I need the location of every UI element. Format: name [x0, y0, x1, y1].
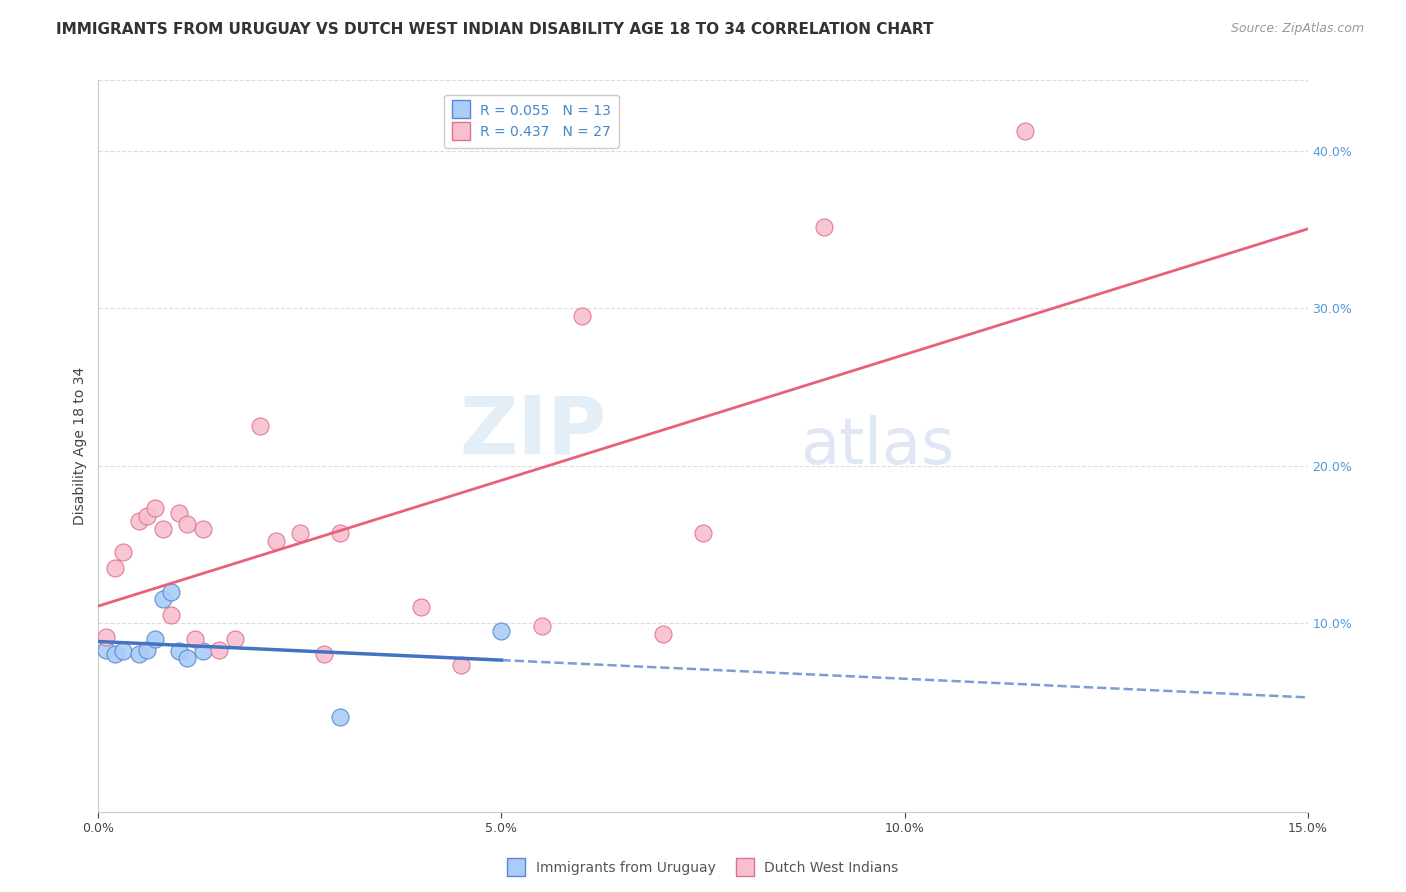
- Point: [184, 632, 207, 646]
- Point: [96, 642, 118, 657]
- Point: [314, 648, 336, 662]
- Point: [128, 648, 150, 662]
- Point: [96, 630, 118, 644]
- Point: [193, 644, 215, 658]
- Point: [409, 600, 432, 615]
- Point: [450, 658, 472, 673]
- Point: [111, 545, 134, 559]
- Point: [224, 632, 246, 646]
- Point: [288, 526, 311, 541]
- Legend: R = 0.055   N = 13, R = 0.437   N = 27: R = 0.055 N = 13, R = 0.437 N = 27: [444, 95, 619, 148]
- Point: [1014, 123, 1036, 137]
- Point: [160, 608, 183, 623]
- Text: ZIP: ZIP: [458, 392, 606, 470]
- Point: [249, 419, 271, 434]
- Point: [571, 310, 593, 324]
- Point: [692, 526, 714, 541]
- Y-axis label: Disability Age 18 to 34: Disability Age 18 to 34: [73, 367, 87, 525]
- Point: [135, 642, 157, 657]
- Point: [329, 526, 352, 541]
- Legend: Immigrants from Uruguay, Dutch West Indians: Immigrants from Uruguay, Dutch West Indi…: [502, 855, 904, 880]
- Point: [152, 522, 174, 536]
- Point: [152, 592, 174, 607]
- Point: [167, 506, 190, 520]
- Point: [135, 508, 157, 523]
- Point: [160, 584, 183, 599]
- Point: [208, 642, 231, 657]
- Point: [264, 534, 287, 549]
- Text: IMMIGRANTS FROM URUGUAY VS DUTCH WEST INDIAN DISABILITY AGE 18 TO 34 CORRELATION: IMMIGRANTS FROM URUGUAY VS DUTCH WEST IN…: [56, 22, 934, 37]
- Point: [103, 648, 125, 662]
- Point: [329, 710, 352, 724]
- Point: [176, 650, 198, 665]
- Point: [143, 632, 166, 646]
- Point: [103, 561, 125, 575]
- Point: [491, 624, 513, 638]
- Point: [813, 219, 835, 234]
- Point: [143, 501, 166, 516]
- Point: [193, 522, 215, 536]
- Text: atlas: atlas: [800, 415, 955, 477]
- Point: [167, 644, 190, 658]
- Point: [530, 619, 553, 633]
- Text: Source: ZipAtlas.com: Source: ZipAtlas.com: [1230, 22, 1364, 36]
- Point: [128, 514, 150, 528]
- Point: [651, 627, 673, 641]
- Point: [176, 516, 198, 531]
- Point: [111, 644, 134, 658]
